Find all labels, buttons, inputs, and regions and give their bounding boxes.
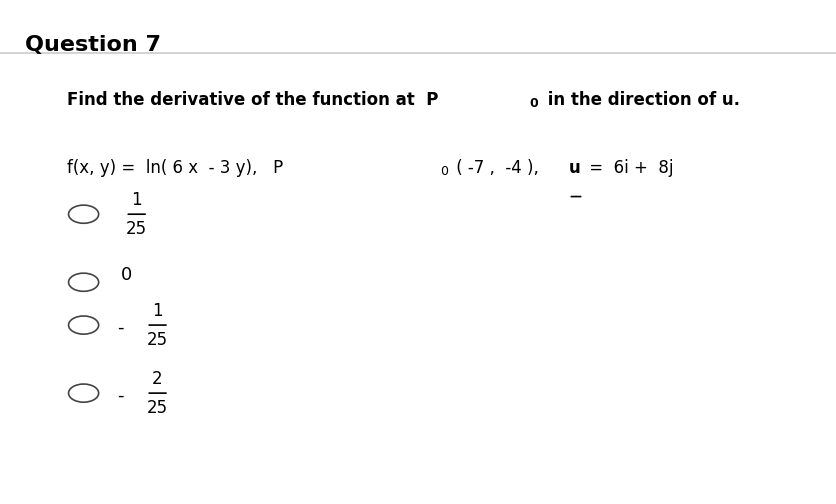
Text: 25: 25 — [146, 331, 168, 349]
Text: =  6i +  8j: = 6i + 8j — [584, 159, 673, 177]
Text: f(x, y) =  ln( 6 x  - 3 y),   P: f(x, y) = ln( 6 x - 3 y), P — [67, 159, 283, 177]
Text: 0: 0 — [440, 165, 448, 178]
Text: 25: 25 — [125, 220, 147, 238]
Text: 0: 0 — [529, 97, 538, 110]
Text: u: u — [568, 159, 580, 177]
Text: -: - — [117, 319, 124, 337]
Text: 2: 2 — [152, 370, 162, 388]
Text: 1: 1 — [152, 302, 162, 320]
Text: -: - — [117, 387, 124, 405]
Text: 25: 25 — [146, 399, 168, 417]
Text: Question 7: Question 7 — [25, 35, 161, 55]
Text: 1: 1 — [131, 191, 141, 209]
Text: in the direction of u.: in the direction of u. — [542, 91, 740, 109]
Text: Find the derivative of the function at  P: Find the derivative of the function at P — [67, 91, 438, 109]
Text: ( -7 ,  -4 ),: ( -7 , -4 ), — [451, 159, 550, 177]
Text: 0: 0 — [121, 266, 132, 284]
